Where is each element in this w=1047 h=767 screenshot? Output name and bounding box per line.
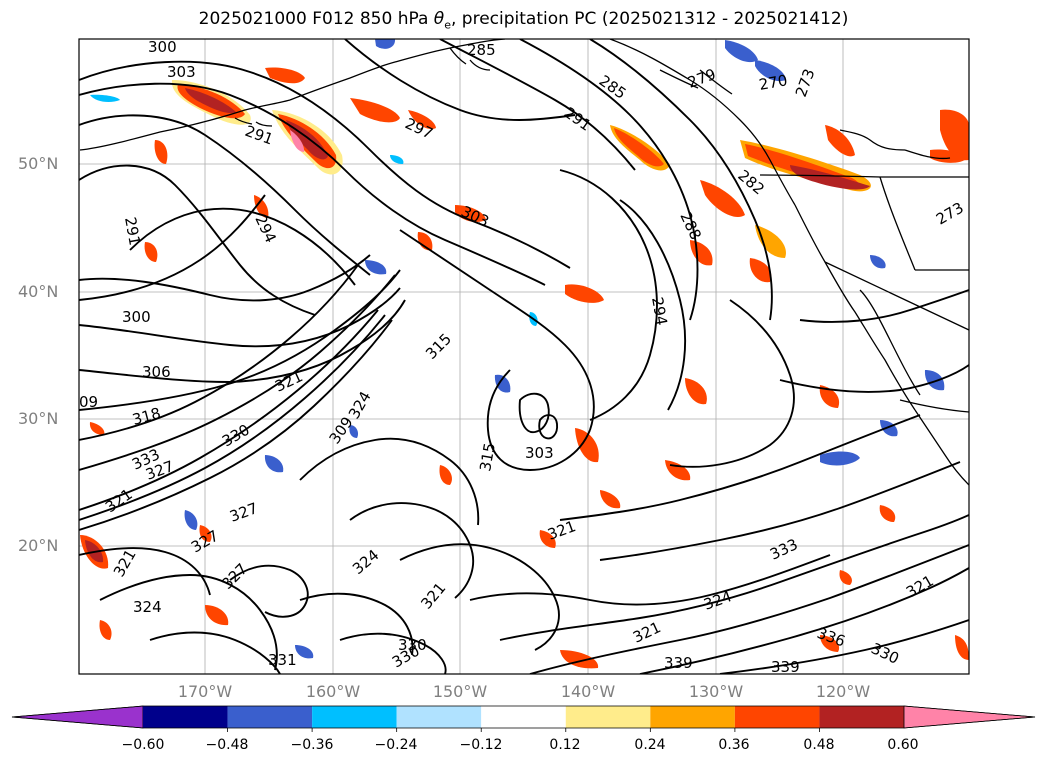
colorbar-tick: 0.48 — [803, 737, 835, 753]
contour-label: 273 — [933, 199, 967, 229]
contour-label: 330 — [398, 636, 427, 654]
contour-label: 282 — [734, 166, 768, 198]
colorbar-tick: 0.60 — [887, 737, 919, 753]
contour-label: 09 — [79, 393, 98, 411]
contour-label: 330 — [219, 421, 253, 451]
theta-e-contours — [79, 39, 969, 674]
colorbar-tick: −0.60 — [121, 737, 165, 753]
contour-label: 273 — [792, 66, 819, 99]
coastlines — [79, 39, 969, 486]
colorbar-tick: −0.48 — [205, 737, 249, 753]
map-title: 2025021000 F012 850 hPa θe, precipitatio… — [198, 9, 849, 32]
contour-label: 327 — [218, 560, 251, 593]
colorbar-segment — [819, 706, 904, 728]
colorbar-tick: −0.12 — [459, 737, 503, 753]
contour-label: 315 — [476, 441, 499, 472]
lon-label-150w: 150°W — [432, 682, 488, 701]
contour-label: 294 — [251, 212, 279, 246]
contour-label: 300 — [122, 308, 151, 326]
colorbar-extend-min — [11, 705, 144, 729]
contour-label: 315 — [422, 330, 455, 363]
contour-label: 321 — [417, 579, 449, 613]
contour-label: 324 — [701, 587, 734, 614]
contour-label: 321 — [110, 546, 140, 580]
contour-label: 303 — [167, 63, 196, 81]
colorbar-segment — [565, 706, 651, 728]
colorbar — [11, 705, 1036, 732]
contour-label: 321 — [630, 618, 664, 646]
contour-label: 324 — [133, 598, 162, 616]
lon-label-160w: 160°W — [305, 682, 361, 701]
map-frame — [78, 38, 970, 675]
colorbar-outline — [11, 705, 1036, 729]
colorbar-segment — [481, 706, 566, 728]
colorbar-tick: −0.24 — [374, 737, 418, 753]
contour-label: 309 — [326, 414, 357, 448]
contour-label: 324 — [349, 546, 383, 578]
colorbar-tick: 0.12 — [549, 737, 581, 753]
colorbar-segment — [396, 706, 482, 728]
contour-label: 324 — [345, 388, 375, 422]
contour-label: 303 — [525, 444, 554, 462]
contour-labels: 300 303 285 291 297 285 291 279 270 273 … — [79, 38, 967, 676]
lat-label-30n: 30°N — [18, 409, 59, 428]
theta-subscript: e — [444, 18, 451, 32]
contour-label: 270 — [758, 71, 789, 94]
lat-label-40n: 40°N — [18, 282, 59, 301]
contour-label: 279 — [685, 65, 718, 92]
colorbar-extend-max — [903, 705, 1036, 729]
colorbar-segment — [312, 706, 397, 728]
contour-label: 294 — [648, 296, 671, 327]
contour-label: 297 — [402, 114, 436, 142]
colorbar-tick: 0.24 — [634, 737, 666, 753]
colorbar-tick: −0.36 — [290, 737, 334, 753]
contour-label: 333 — [767, 535, 801, 563]
contour-label: 331 — [268, 651, 297, 669]
colorbar-tick: 0.36 — [718, 737, 750, 753]
contour-label: 306 — [142, 363, 171, 381]
contour-label: 330 — [868, 639, 902, 667]
contour-label: 339 — [771, 658, 800, 676]
colorbar-segment — [143, 706, 228, 728]
lon-label-120w: 120°W — [815, 682, 871, 701]
lon-label-140w: 140°W — [560, 682, 616, 701]
contour-label: 291 — [561, 104, 595, 135]
gridlines — [79, 39, 969, 674]
contour-label: 285 — [467, 41, 496, 59]
theta-symbol: θ — [433, 9, 445, 29]
lon-label-170w: 170°W — [177, 682, 233, 701]
contour-label: 318 — [130, 404, 162, 429]
contour-label: 300 — [148, 38, 177, 56]
colorbar-segment — [650, 706, 735, 728]
contour-label: 291 — [121, 216, 144, 247]
lat-label-20n: 20°N — [18, 536, 59, 555]
contour-label: 285 — [596, 72, 630, 103]
precip-shading — [80, 39, 969, 669]
contour-label: 339 — [664, 654, 693, 672]
contour-label: 321 — [545, 517, 578, 544]
colorbar-segment — [734, 706, 820, 728]
colorbar-segment — [227, 706, 313, 728]
contour-label: 327 — [227, 499, 260, 526]
lon-label-130w: 130°W — [688, 682, 744, 701]
contour-label: 288 — [676, 209, 704, 243]
lat-label-50n: 50°N — [18, 154, 59, 173]
